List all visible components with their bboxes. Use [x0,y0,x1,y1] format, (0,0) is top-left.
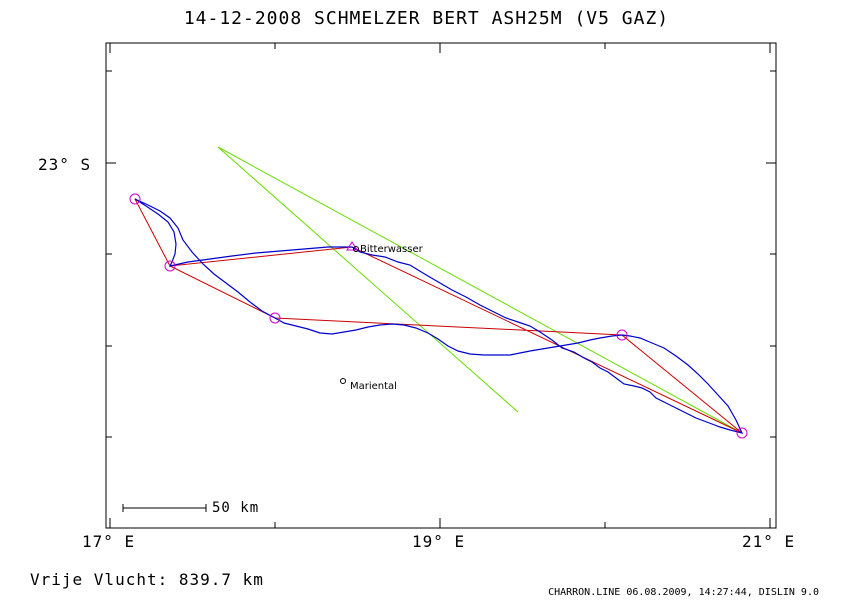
x-tick-label-19e: 19° E [412,532,466,551]
start-finish-marker [346,241,358,251]
turnpoints [129,193,748,439]
bitterwasser-marker [353,246,359,252]
sector-lines [217,146,743,434]
turnpoint-2 [164,260,176,272]
x-tick-label-21e: 21° E [742,532,796,551]
place-label-mariental: Mariental [350,381,397,392]
scale-bar [122,504,207,512]
scale-bar-label: 50 km [212,500,260,516]
map-frame [105,42,777,529]
bottom-ticks [109,518,771,528]
page-title: 14-12-2008 SCHMELZER BERT ASH25M (V5 GAZ… [183,8,670,29]
y-tick-label: 23° S [38,155,92,174]
turnpoint-3 [269,312,281,324]
turnpoint-1 [129,193,141,205]
task-route [134,198,743,434]
left-ticks [106,70,116,438]
top-ticks [109,43,771,53]
right-ticks [766,70,776,438]
credit-line: CHARRON.LINE 06.08.2009, 14:27:44, DISLI… [548,587,819,598]
mariental-marker [340,378,346,384]
turnpoint-5 [736,427,748,439]
flight-track [134,198,744,434]
turnpoint-4 [616,329,628,341]
place-label-bitterwasser: Bitterwasser [360,244,423,255]
distance-readout: Vrije Vlucht: 839.7 km [30,570,264,589]
x-tick-label-17e: 17° E [82,532,136,551]
